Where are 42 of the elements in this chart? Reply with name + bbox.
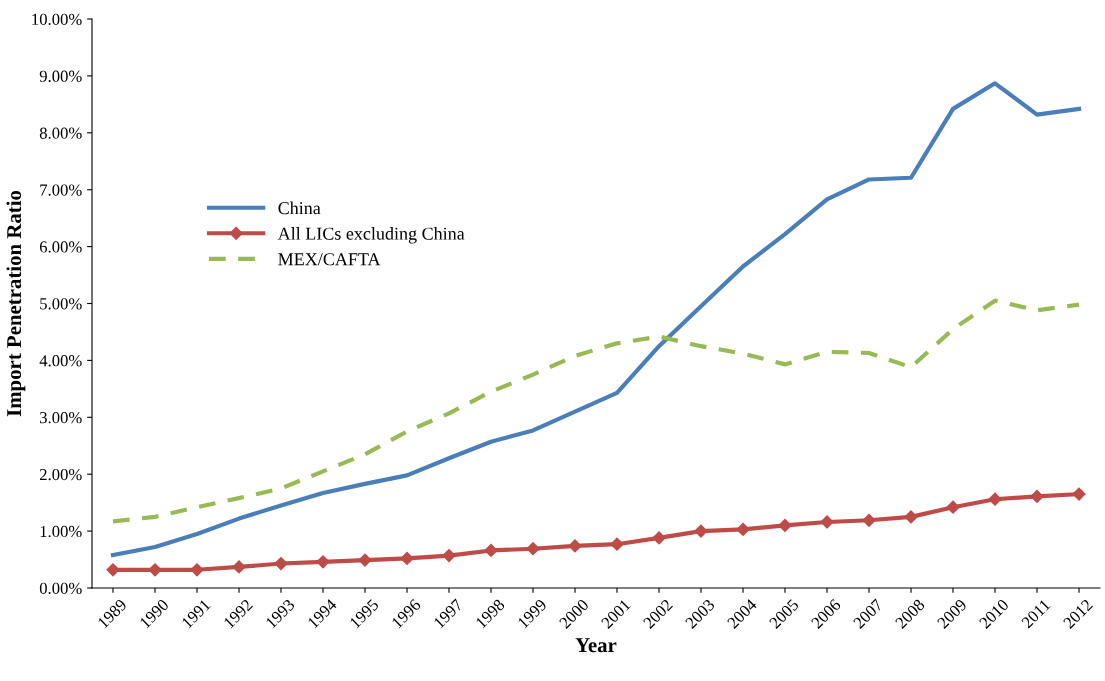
point: [568, 539, 582, 553]
point: [274, 556, 288, 571]
point: [946, 500, 960, 514]
y-tick-label: 5.00%: [40, 298, 82, 310]
point: [1030, 489, 1044, 503]
y-tick-label: 9.00%: [39, 70, 82, 82]
point: [862, 513, 876, 527]
point: [106, 563, 120, 577]
point: [190, 563, 204, 577]
point: [358, 553, 372, 567]
point: [820, 515, 834, 529]
y-tick-label: 7.00%: [40, 184, 82, 196]
legend-label: MEX/CAFTA: [278, 253, 381, 266]
point: [526, 542, 540, 556]
point: [148, 563, 162, 577]
y-tick-label: 1.00%: [40, 525, 82, 538]
y-tick-label: 6.00%: [39, 241, 82, 253]
point: [484, 543, 498, 558]
point: [778, 518, 792, 532]
point: [1072, 487, 1086, 501]
point: [904, 510, 918, 524]
y-tick-label: 8.00%: [39, 127, 82, 139]
legend-label: All LICs excluding China: [277, 227, 465, 244]
point: [400, 551, 414, 566]
point: [652, 531, 666, 545]
point: [316, 555, 330, 569]
y-axis-title: Import Penetration Ratio: [6, 190, 26, 417]
y-tick-label: 10.00%: [32, 13, 82, 26]
point: [694, 524, 708, 538]
point: [232, 560, 246, 574]
point: [736, 522, 750, 536]
y-tick-label: 4.00%: [39, 355, 82, 367]
line-series: [110, 298, 1082, 524]
y-tick-label: 3.00%: [40, 412, 82, 424]
point: [988, 492, 1002, 506]
line-series: [110, 81, 1082, 558]
point: [610, 537, 624, 551]
point: [442, 548, 456, 563]
legend-label: China: [278, 201, 321, 215]
x-axis-title: Year: [575, 638, 617, 653]
y-tick-label: 2.00%: [39, 468, 82, 481]
y-tick-label: 0.00%: [39, 582, 82, 595]
